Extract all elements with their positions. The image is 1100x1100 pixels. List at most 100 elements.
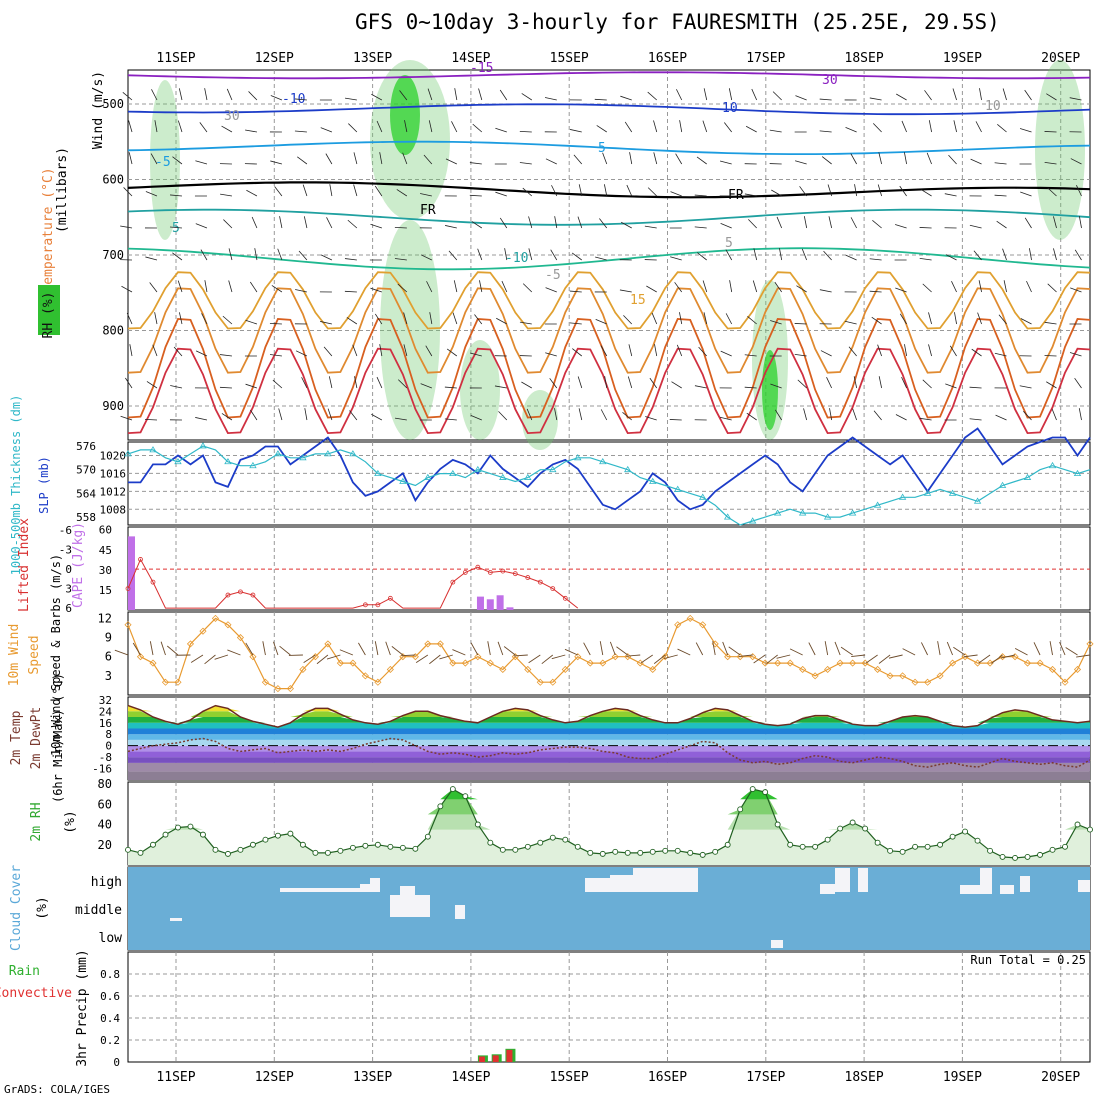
thickness-axis-label: 1000-500mb Thickness (dm) — [9, 395, 23, 576]
wind-barb — [1020, 318, 1032, 325]
wind-barb — [719, 416, 732, 421]
wind-barb — [470, 352, 482, 357]
wind-speed-point — [1023, 659, 1032, 667]
isotherm-line — [127, 71, 1091, 80]
cape-bar — [128, 536, 135, 610]
wind-barb — [474, 314, 483, 325]
isotherm-line — [127, 181, 1091, 199]
temp-band — [128, 734, 1090, 740]
wind-barb — [1044, 131, 1057, 133]
rh-point — [474, 821, 481, 828]
wind-barb — [676, 344, 683, 357]
surface-wind-barb — [616, 646, 629, 656]
wind-barb — [903, 152, 907, 165]
thickness-tick-label: 576 — [76, 440, 96, 453]
lifted-index-point — [487, 569, 493, 575]
wind-barb — [795, 95, 807, 101]
wind-barb — [776, 216, 783, 229]
wind-speed-point — [699, 621, 707, 629]
rh-point — [812, 843, 819, 850]
wind-barb — [344, 290, 357, 293]
lifted-index-point — [362, 602, 368, 608]
temp-band — [128, 739, 1090, 746]
thickness-point — [299, 454, 307, 461]
wind-barb — [725, 313, 733, 325]
wind-barb — [744, 386, 757, 389]
rh-point — [1062, 843, 1068, 850]
cloud-block — [455, 905, 465, 919]
lifted-index-point — [512, 571, 518, 577]
surface-wind-barb — [776, 654, 791, 659]
rh-point — [237, 846, 244, 853]
wind-barb — [379, 344, 383, 357]
temp-axis-label-2: 2m DewPt — [29, 707, 44, 770]
wind-barb — [896, 93, 907, 101]
wind-barb — [397, 379, 408, 389]
surface-wind-barb — [978, 654, 991, 664]
wind-barb — [278, 408, 283, 421]
wind-barb — [499, 217, 508, 229]
wind-barb — [828, 216, 833, 229]
rh-point — [987, 847, 994, 854]
wind-barb — [172, 156, 183, 165]
wind-barb — [274, 186, 283, 197]
surface-wind-barb — [991, 654, 1003, 664]
precip-legend-rain: Total / Rain — [0, 964, 40, 979]
wind-barb — [969, 386, 982, 389]
precip-convective-bar — [492, 1055, 499, 1062]
wind-barb — [578, 408, 583, 421]
rh-point — [749, 786, 756, 793]
wind-barb — [228, 280, 233, 293]
surface-wind-barb — [640, 654, 653, 664]
surface-wind-barb — [439, 654, 453, 660]
isotherm-label: 10 — [985, 99, 1001, 114]
wind-barb — [922, 283, 932, 293]
wind-barb — [1019, 128, 1032, 133]
precip-axis-label: 3hr Precip (mm) — [75, 949, 90, 1066]
wind-barb — [145, 256, 158, 261]
wind-barb — [394, 417, 407, 421]
wind-barb — [295, 350, 308, 357]
wind-barb — [724, 122, 733, 133]
wind-barb — [169, 226, 183, 229]
rh-band — [128, 789, 1090, 830]
thickness-point — [149, 446, 157, 453]
wind-barb — [922, 379, 932, 389]
cape-tick-label: 60 — [99, 524, 112, 537]
wind-barb — [371, 413, 383, 421]
wind-barb — [121, 285, 133, 293]
thickness-point — [324, 450, 332, 457]
surface-wind-barb — [1059, 641, 1066, 656]
rh-point — [249, 841, 256, 848]
wind-barb — [452, 312, 458, 325]
wind-speed-point — [1036, 659, 1044, 667]
cloud-block — [960, 885, 980, 894]
wind-barb — [852, 408, 858, 421]
wind-barb — [752, 280, 758, 293]
wind-barb — [379, 152, 383, 165]
wind-speed-point — [486, 659, 494, 667]
wind-speed-point — [674, 621, 682, 629]
temp-band — [128, 751, 1090, 758]
wind-speed-point — [911, 678, 919, 686]
bottom-date-label: 11SEP — [156, 1070, 195, 1085]
wind-barb — [399, 90, 408, 101]
isotherm-label: -5 — [155, 155, 171, 170]
wind-speed-point — [236, 633, 245, 642]
thickness-point — [923, 489, 932, 496]
cloud-level-label: low — [99, 931, 123, 946]
rh-point — [1012, 854, 1018, 861]
rh-point — [349, 844, 356, 851]
cape-bar — [486, 599, 494, 610]
wind-speed-point — [886, 672, 894, 680]
precip-tick-label: 0.4 — [100, 1012, 120, 1025]
cape-tick-label: 15 — [99, 584, 112, 597]
wind-speed-point — [599, 659, 607, 667]
wind-barb — [901, 120, 907, 133]
wind-barb — [953, 120, 957, 133]
wind-barb — [294, 130, 307, 133]
rh-point — [1024, 853, 1031, 860]
wind-speed-point — [924, 678, 932, 686]
surface-wind-barb — [339, 649, 354, 656]
wind-barb — [446, 348, 458, 357]
